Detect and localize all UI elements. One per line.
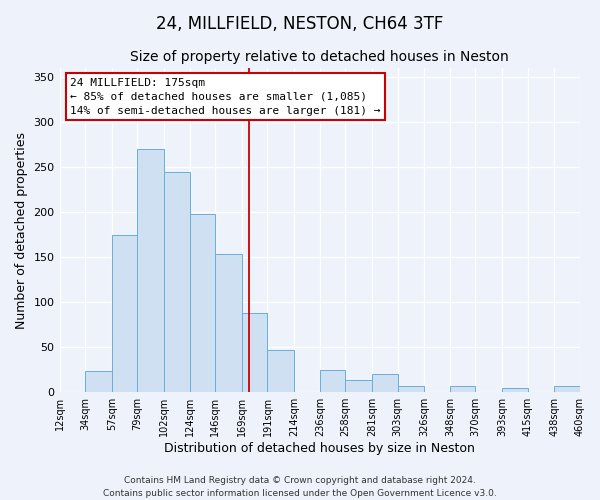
Bar <box>398 386 424 392</box>
Bar <box>268 350 294 392</box>
X-axis label: Distribution of detached houses by size in Neston: Distribution of detached houses by size … <box>164 442 475 455</box>
Bar <box>346 380 372 392</box>
Text: Contains HM Land Registry data © Crown copyright and database right 2024.
Contai: Contains HM Land Registry data © Crown c… <box>103 476 497 498</box>
Bar <box>450 386 475 392</box>
Bar <box>164 172 190 392</box>
Title: Size of property relative to detached houses in Neston: Size of property relative to detached ho… <box>130 50 509 64</box>
Bar <box>137 149 164 392</box>
Bar <box>320 370 346 392</box>
Bar <box>112 234 137 392</box>
Bar <box>215 254 242 392</box>
Bar <box>372 374 398 392</box>
Text: 24, MILLFIELD, NESTON, CH64 3TF: 24, MILLFIELD, NESTON, CH64 3TF <box>157 15 443 33</box>
Bar <box>502 388 528 392</box>
Text: 24 MILLFIELD: 175sqm
← 85% of detached houses are smaller (1,085)
14% of semi-de: 24 MILLFIELD: 175sqm ← 85% of detached h… <box>70 78 380 116</box>
Bar <box>85 370 112 392</box>
Bar <box>190 214 215 392</box>
Y-axis label: Number of detached properties: Number of detached properties <box>15 132 28 328</box>
Bar <box>242 313 268 392</box>
Bar <box>554 386 580 392</box>
